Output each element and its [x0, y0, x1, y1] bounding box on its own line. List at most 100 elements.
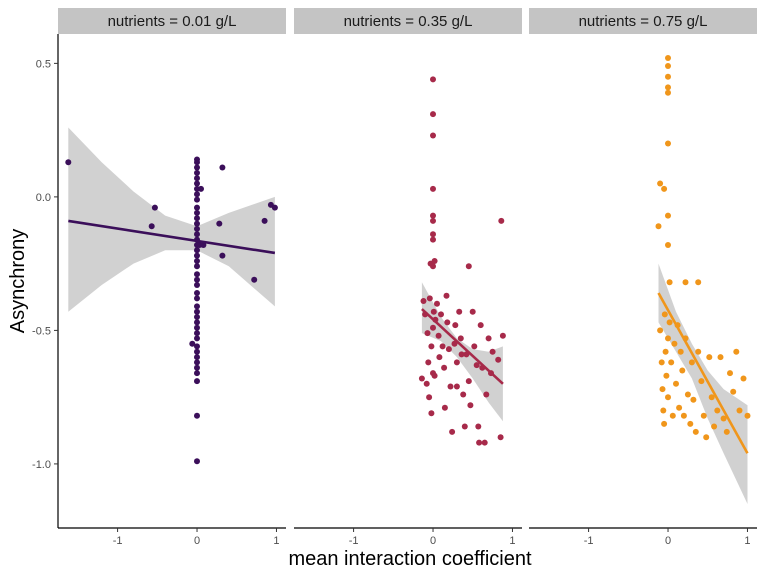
- data-point: [690, 396, 697, 403]
- data-point: [736, 407, 743, 414]
- data-point: [431, 372, 438, 379]
- y-tick-label: -0.5: [32, 325, 51, 337]
- data-point: [194, 359, 200, 366]
- data-point: [665, 84, 671, 91]
- regression-line: [68, 219, 276, 255]
- data-point: [657, 180, 664, 187]
- y-tick-label: 0.5: [36, 58, 51, 70]
- data-point: [706, 354, 713, 361]
- facet-strip-background: [294, 8, 522, 34]
- data-point: [469, 308, 476, 315]
- data-point: [445, 346, 452, 353]
- x-tick-label: -1: [349, 535, 359, 547]
- data-point: [659, 386, 666, 393]
- y-tick-label: -1.0: [32, 459, 51, 471]
- data-point: [708, 394, 715, 401]
- data-point: [194, 364, 200, 371]
- chart-panels: nutrients = 0.01 g/L-1 0 10.50.0-0.5-1.0nu…: [32, 8, 757, 547]
- data-point: [430, 236, 436, 243]
- data-point: [453, 383, 460, 390]
- data-point: [665, 63, 671, 69]
- data-point: [733, 348, 740, 355]
- data-point: [475, 423, 482, 430]
- data-point: [661, 420, 668, 427]
- data-point: [489, 348, 496, 355]
- data-point: [443, 292, 450, 299]
- data-point: [194, 412, 200, 419]
- data-point: [271, 204, 278, 211]
- data-point: [194, 225, 200, 232]
- facet-strip-label: nutrients = 0.75 g/L: [579, 13, 708, 30]
- data-point: [453, 359, 460, 366]
- data-point: [465, 263, 472, 270]
- data-point: [194, 295, 200, 302]
- data-point: [717, 354, 724, 361]
- data-point: [666, 279, 673, 286]
- data-point: [711, 423, 718, 430]
- data-point: [251, 276, 258, 283]
- data-point: [426, 295, 433, 302]
- data-point: [194, 169, 200, 176]
- x-tick-label: 0: [194, 535, 200, 547]
- data-point: [423, 380, 430, 387]
- panel-2: nutrients = 0.35 g/L -1 0 1: [294, 8, 522, 547]
- data-point: [194, 303, 200, 310]
- data-point: [655, 223, 662, 230]
- data-point: [194, 180, 200, 187]
- data-point: [189, 340, 196, 347]
- data-point: [430, 308, 437, 315]
- data-point: [449, 428, 456, 435]
- data-point: [471, 343, 478, 350]
- data-point: [424, 330, 431, 337]
- data-point: [194, 258, 200, 264]
- data-point: [465, 378, 472, 385]
- data-point: [680, 412, 687, 419]
- data-point: [194, 191, 200, 198]
- x-tick-label: 1: [273, 535, 279, 547]
- data-point: [665, 89, 671, 96]
- data-point: [661, 311, 668, 318]
- data-point: [430, 217, 436, 224]
- facet-strip-label: nutrients = 0.35 g/L: [344, 13, 473, 30]
- data-point: [740, 375, 747, 382]
- data-point: [425, 359, 432, 366]
- data-point: [744, 412, 751, 419]
- data-point: [441, 364, 448, 371]
- data-point: [200, 242, 207, 248]
- panel-3: nutrients = 0.75 g/L -1 0 1: [529, 8, 757, 547]
- data-point: [723, 428, 730, 435]
- data-point: [679, 367, 686, 374]
- regression-line: [657, 292, 749, 454]
- data-point: [194, 354, 200, 361]
- data-point: [663, 372, 670, 379]
- data-point: [194, 370, 200, 377]
- data-point: [666, 319, 673, 326]
- data-point: [430, 212, 436, 219]
- data-point: [436, 354, 443, 361]
- data-point: [439, 343, 446, 350]
- data-point: [444, 319, 451, 326]
- data-point: [194, 252, 200, 259]
- data-point: [660, 407, 667, 414]
- data-point: [219, 164, 226, 171]
- data-point: [430, 231, 436, 238]
- data-point: [430, 111, 436, 118]
- data-point: [194, 458, 200, 465]
- data-point: [194, 220, 200, 227]
- data-point: [219, 252, 226, 259]
- data-point: [473, 362, 480, 369]
- data-point: [456, 308, 463, 315]
- y-tick-label: 0.0: [36, 192, 51, 204]
- data-point: [194, 196, 200, 203]
- data-point: [451, 340, 458, 347]
- data-point: [497, 434, 504, 441]
- data-point: [457, 335, 464, 342]
- data-point: [194, 308, 200, 315]
- data-point: [658, 359, 665, 366]
- data-point: [418, 375, 425, 382]
- data-point: [65, 159, 72, 166]
- data-point: [695, 348, 702, 355]
- data-point: [661, 185, 668, 192]
- data-point: [668, 359, 675, 366]
- data-point: [428, 343, 435, 350]
